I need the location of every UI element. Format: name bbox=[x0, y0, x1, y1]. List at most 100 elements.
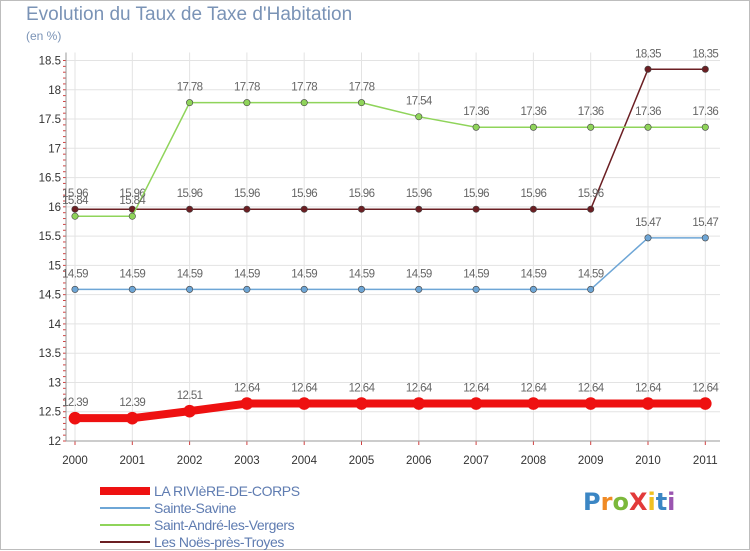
data-point bbox=[469, 397, 483, 410]
plot-area bbox=[66, 52, 720, 441]
x-tick-label: 2005 bbox=[349, 455, 375, 467]
logo-letter: X bbox=[628, 488, 648, 516]
data-point bbox=[529, 123, 537, 131]
data-label: 15.84 bbox=[119, 195, 146, 207]
data-label: 15.96 bbox=[234, 188, 260, 200]
data-label: 17.36 bbox=[463, 106, 489, 118]
data-point bbox=[357, 285, 365, 293]
legend-swatch bbox=[100, 524, 150, 526]
data-label: 12.39 bbox=[62, 397, 88, 409]
data-label: 14.59 bbox=[521, 268, 547, 280]
x-tick-label: 2009 bbox=[578, 455, 604, 467]
data-label: 15.47 bbox=[692, 217, 718, 229]
data-point bbox=[300, 99, 308, 107]
data-point bbox=[128, 212, 136, 220]
data-label: 17.78 bbox=[349, 82, 375, 94]
series-line bbox=[71, 399, 710, 423]
x-tick-label: 2000 bbox=[62, 455, 88, 467]
x-tick-label: 2006 bbox=[406, 455, 432, 467]
data-label: 15.96 bbox=[521, 188, 547, 200]
data-label: 17.54 bbox=[406, 96, 433, 108]
data-label: 15.96 bbox=[406, 188, 432, 200]
series-line bbox=[74, 101, 707, 217]
data-point bbox=[701, 65, 709, 73]
legend-swatch bbox=[100, 507, 150, 509]
data-label: 14.59 bbox=[62, 268, 88, 280]
data-point bbox=[472, 123, 480, 131]
legend-label: Sainte-Savine bbox=[154, 500, 236, 516]
data-point bbox=[644, 234, 652, 242]
x-tick-label: 2011 bbox=[693, 455, 718, 467]
data-point bbox=[186, 285, 194, 293]
data-label: 15.96 bbox=[578, 188, 604, 200]
data-point bbox=[300, 205, 308, 213]
data-point bbox=[355, 397, 368, 410]
data-point bbox=[300, 285, 308, 293]
data-point bbox=[641, 397, 655, 410]
data-point bbox=[68, 411, 82, 425]
data-label: 14.59 bbox=[406, 268, 432, 280]
data-point bbox=[472, 285, 480, 293]
data-point bbox=[472, 205, 480, 213]
data-label: 12.64 bbox=[463, 383, 490, 395]
data-label: 14.59 bbox=[234, 268, 260, 280]
legend-swatch bbox=[100, 487, 150, 495]
legend-label: Saint-André-les-Vergers bbox=[154, 517, 295, 533]
data-label: 14.59 bbox=[177, 268, 203, 280]
data-point bbox=[529, 285, 537, 293]
data-point bbox=[240, 397, 254, 410]
y-tick-label: 15 bbox=[48, 260, 61, 272]
data-point bbox=[297, 397, 311, 410]
data-point bbox=[415, 205, 423, 213]
chart-title: Evolution du Taux de Taxe d'Habitation bbox=[26, 4, 353, 25]
data-point bbox=[701, 123, 709, 131]
data-label: 17.78 bbox=[291, 82, 317, 94]
data-label: 12.64 bbox=[692, 383, 719, 395]
y-tick-label: 18.5 bbox=[39, 56, 61, 68]
chart-unit: (en %) bbox=[26, 29, 62, 43]
y-tick-label: 13.5 bbox=[39, 348, 61, 360]
data-label: 12.64 bbox=[635, 383, 662, 395]
logo-letter: i bbox=[647, 488, 656, 516]
data-label: 14.59 bbox=[349, 268, 375, 280]
data-label: 12.64 bbox=[349, 383, 376, 395]
data-point bbox=[243, 205, 251, 213]
data-label: 12.64 bbox=[291, 383, 318, 395]
data-label: 12.64 bbox=[234, 383, 261, 395]
x-tick-label: 2003 bbox=[234, 455, 260, 467]
y-tick-label: 12 bbox=[48, 436, 61, 448]
data-label: 15.96 bbox=[349, 188, 375, 200]
data-label: 15.84 bbox=[62, 195, 89, 207]
data-label: 17.78 bbox=[177, 82, 203, 94]
logo-letter: o bbox=[612, 488, 629, 516]
data-point bbox=[701, 234, 709, 242]
logo-letter: r bbox=[600, 488, 613, 516]
data-label: 14.59 bbox=[463, 268, 489, 280]
logo-letter: i bbox=[667, 488, 676, 516]
data-label: 14.59 bbox=[119, 268, 145, 280]
proxiti-logo: ProXiti bbox=[583, 488, 675, 516]
data-label: 17.78 bbox=[234, 82, 260, 94]
legend-label: LA RIVIèRE-DE-CORPS bbox=[154, 483, 300, 499]
data-label: 15.96 bbox=[291, 188, 317, 200]
y-tick-label: 16 bbox=[48, 202, 61, 214]
y-tick-label: 13 bbox=[48, 377, 61, 389]
data-label: 12.51 bbox=[177, 390, 203, 402]
data-point bbox=[587, 205, 595, 213]
data-point bbox=[71, 212, 79, 220]
data-label: 17.36 bbox=[521, 106, 547, 118]
data-point bbox=[527, 397, 540, 410]
data-label: 12.64 bbox=[578, 383, 605, 395]
data-point bbox=[243, 99, 251, 107]
x-tick-label: 2001 bbox=[120, 455, 146, 467]
data-point bbox=[415, 113, 423, 121]
x-tick-label: 2002 bbox=[177, 455, 203, 467]
data-label: 12.64 bbox=[406, 383, 433, 395]
y-tick-label: 14 bbox=[48, 319, 61, 331]
data-label: 14.59 bbox=[291, 268, 317, 280]
data-point bbox=[186, 205, 194, 213]
y-tick-label: 18 bbox=[48, 85, 61, 97]
data-point bbox=[587, 285, 595, 293]
y-tick-label: 17 bbox=[48, 143, 61, 155]
